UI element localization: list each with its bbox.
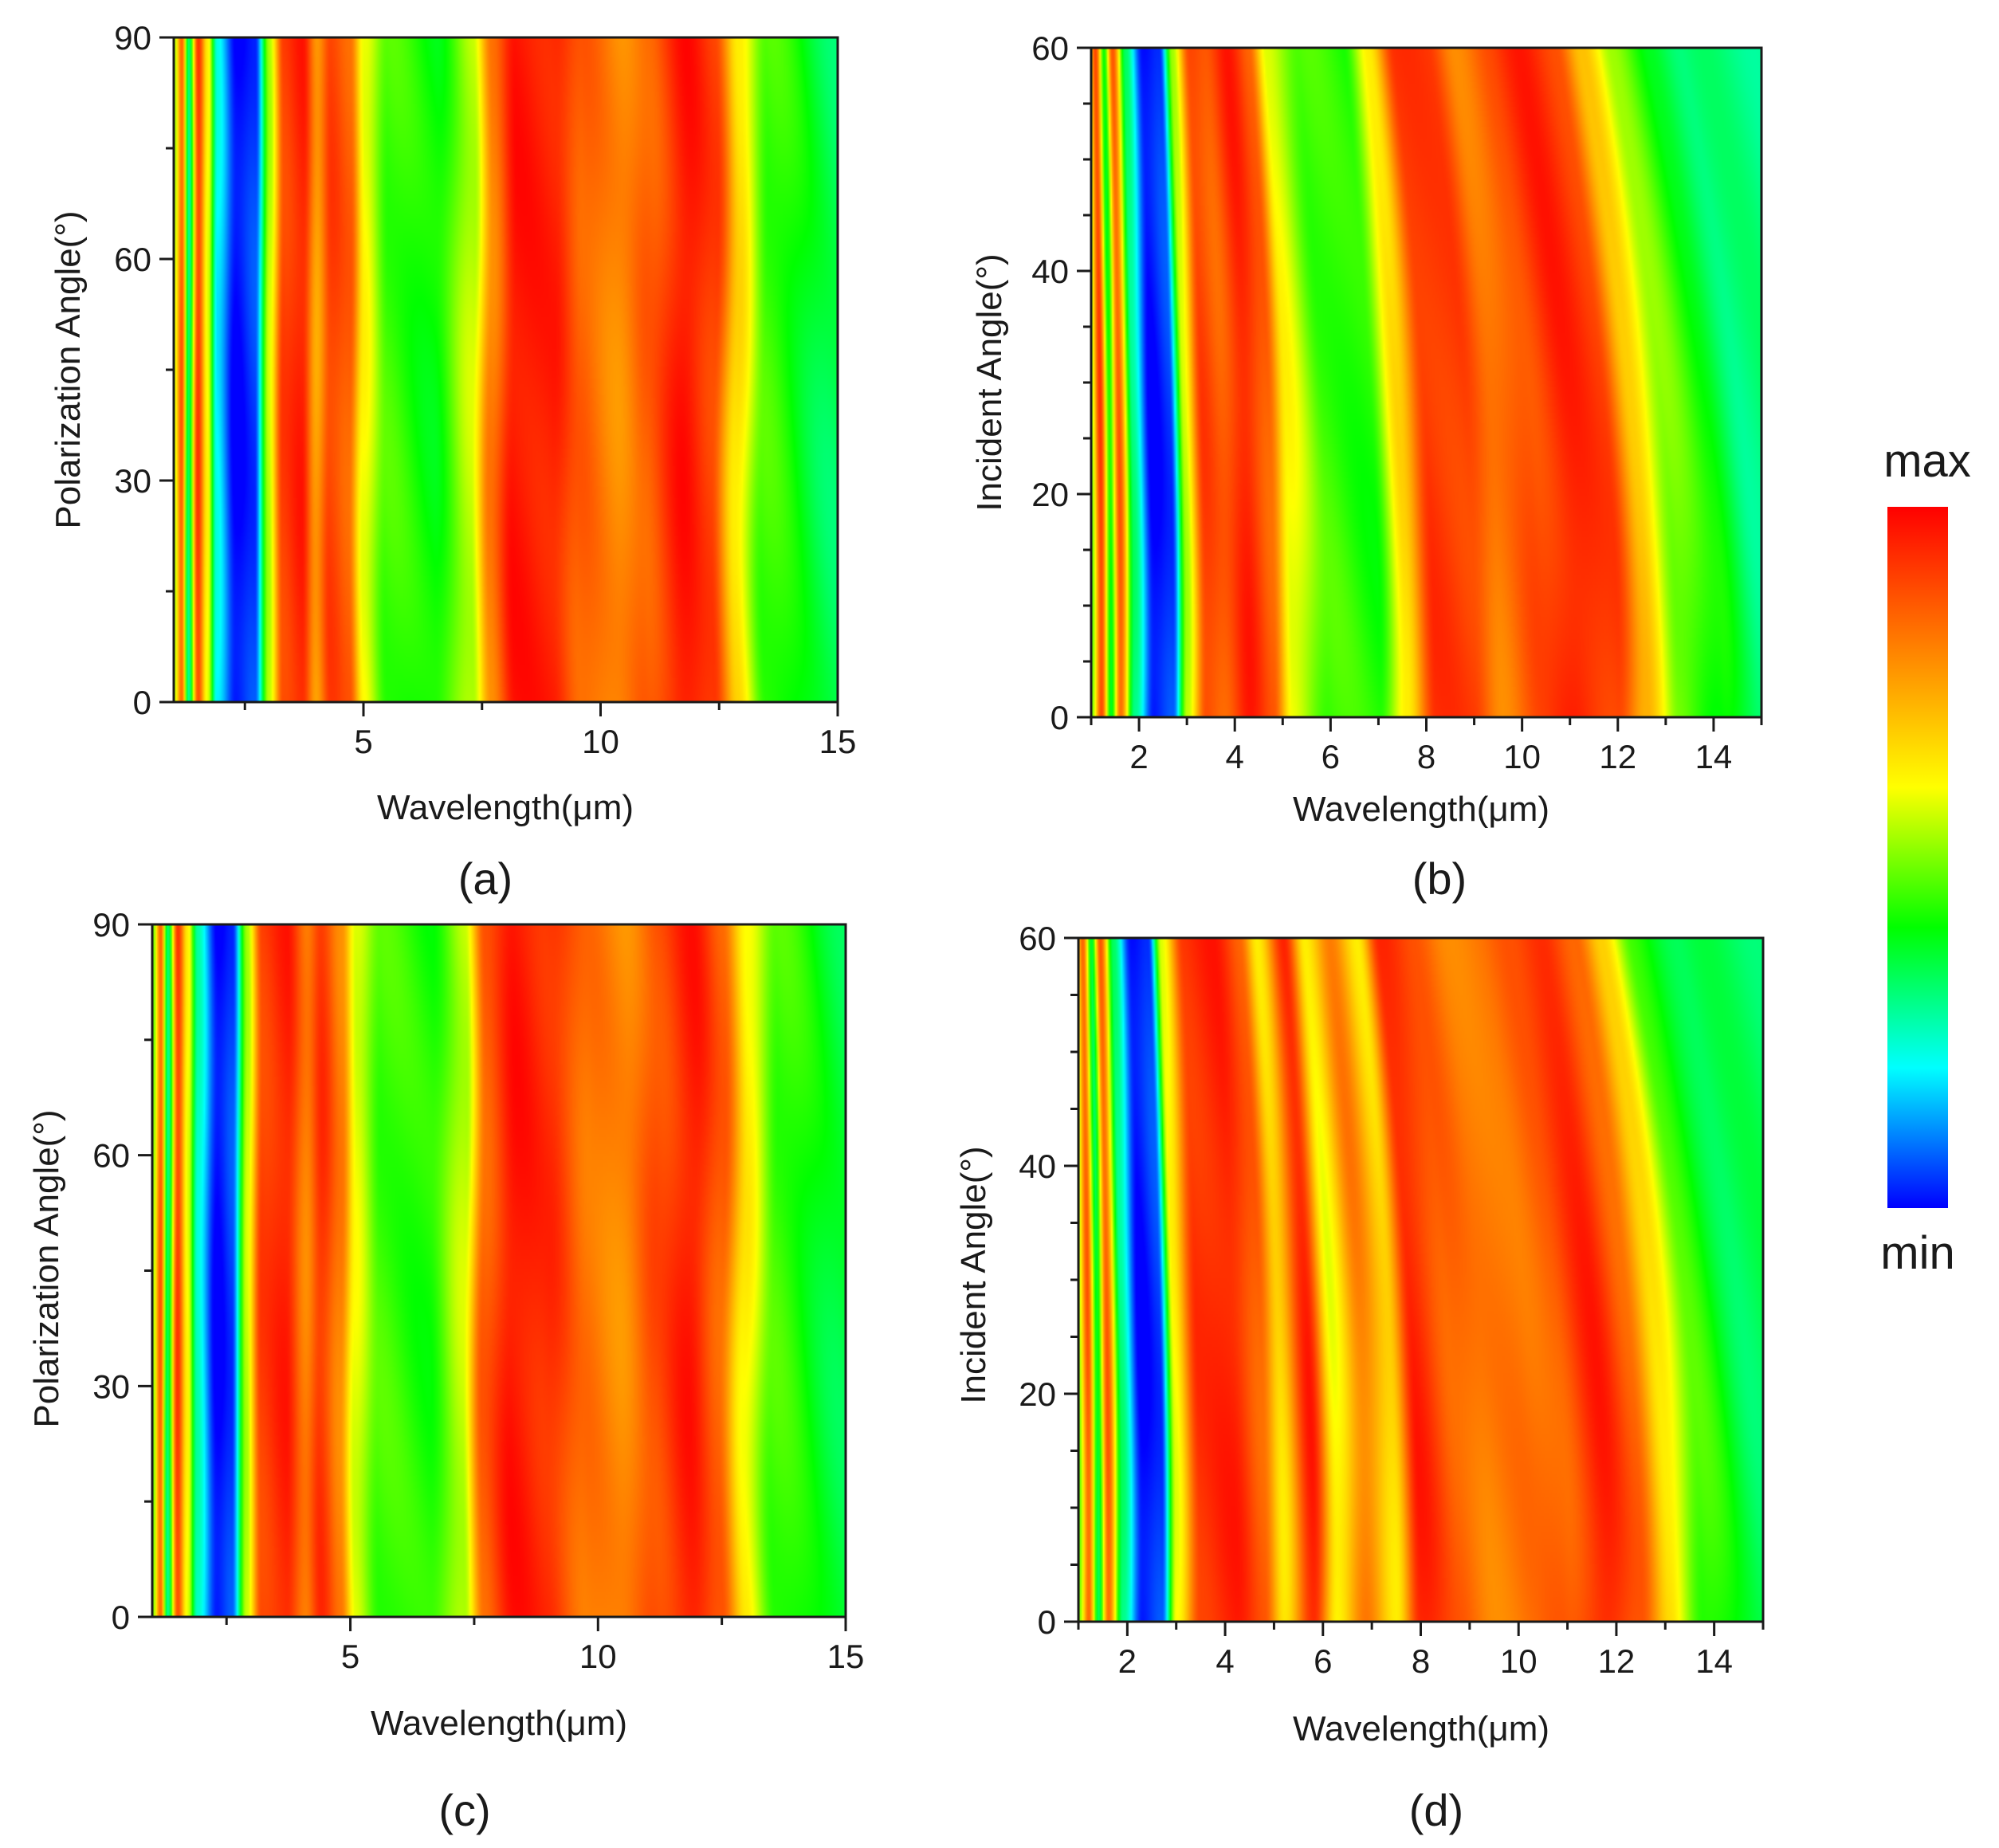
x-tick-label: 5 [341,1638,359,1675]
y-tick-label: 20 [1031,476,1069,513]
x-tick-label: 15 [819,723,857,760]
x-tick-label: 6 [1314,1642,1332,1680]
x-tick-label: 6 [1322,738,1340,775]
y-axis-title-a: Polarization Angle(°) [49,210,88,528]
y-tick-label: 20 [1019,1375,1056,1413]
y-tick-label: 60 [92,1137,130,1175]
panel-label-a: (a) [458,853,513,904]
heatmap-d-image [1078,938,1763,1622]
axis-ticks-b: 2 4 6 8 10 12 14 0 20 40 60 [1031,29,1763,775]
heatmap-a-image [174,37,838,702]
y-tick-label: 90 [92,906,130,944]
x-tick-label: 14 [1695,1642,1733,1680]
x-tick-label: 14 [1695,738,1733,775]
y-tick-label: 0 [1038,1603,1056,1641]
x-tick-label: 10 [1503,738,1541,775]
x-tick-label: 5 [354,723,372,760]
x-tick-label: 12 [1598,1642,1636,1680]
y-axis-title-c: Polarization Angle(°) [27,1109,66,1427]
y-tick-label: 60 [114,241,151,278]
x-tick-label: 8 [1412,1642,1430,1680]
y-tick-label: 90 [114,19,151,57]
colorbar-gradient [1887,507,1948,1208]
x-tick-label: 15 [827,1638,865,1675]
heatmap-panel-b: 2 4 6 8 10 12 14 0 20 40 60 Wavelength(μm) Inciden… [970,29,1763,904]
x-axis-title-a: Wavelength(μm) [377,788,634,827]
x-tick-label: 4 [1216,1642,1234,1680]
x-tick-label: 12 [1599,738,1636,775]
x-axis-title-b: Wavelength(μm) [1293,790,1549,829]
heatmap-panel-d: 2 4 6 8 10 12 14 0 20 40 60 Wavelength(μm) Inciden… [954,920,1765,1835]
heatmap-c-image [152,924,846,1617]
y-tick-label: 30 [114,462,151,500]
x-axis-title-d: Wavelength(μm) [1293,1709,1549,1748]
y-tick-label: 60 [1031,29,1069,67]
panel-label-b: (b) [1412,853,1467,904]
y-tick-label: 60 [1019,920,1056,957]
x-tick-label: 10 [1500,1642,1538,1680]
y-tick-label: 0 [133,684,151,721]
x-tick-label: 2 [1129,738,1148,775]
x-axis-title-c: Wavelength(μm) [371,1704,627,1743]
y-tick-label: 30 [92,1367,130,1405]
x-tick-label: 10 [579,1638,617,1675]
axis-ticks-a: 5 10 15 0 30 60 90 [114,19,856,760]
x-tick-label: 4 [1226,738,1244,775]
x-tick-label: 10 [582,723,619,760]
axis-ticks-c: 5 10 15 0 30 60 90 [92,906,864,1675]
heatmap-panel-c: 5 10 15 0 30 60 90 Wavelength(μm) Polarization… [27,906,864,1835]
y-tick-label: 0 [1051,699,1069,736]
colorbar: max min [1880,435,1971,1279]
colorbar-min-label: min [1880,1227,1954,1279]
colorbar-max-label: max [1883,435,1971,487]
heatmap-panel-a: 5 10 15 0 30 60 90 Wavelength(μm) Polarization… [49,19,856,904]
panel-label-d: (d) [1409,1785,1463,1835]
y-tick-label: 0 [112,1599,130,1636]
x-tick-label: 8 [1417,738,1435,775]
y-tick-label: 40 [1031,253,1069,290]
x-tick-label: 2 [1118,1642,1137,1680]
heatmap-b-image [1091,48,1761,717]
axis-ticks-d: 2 4 6 8 10 12 14 0 20 40 60 [1019,920,1765,1680]
y-tick-label: 40 [1019,1148,1056,1185]
y-axis-title-b: Incident Angle(°) [970,253,1009,511]
panel-label-c: (c) [438,1785,490,1835]
y-axis-title-d: Incident Angle(°) [954,1146,993,1403]
